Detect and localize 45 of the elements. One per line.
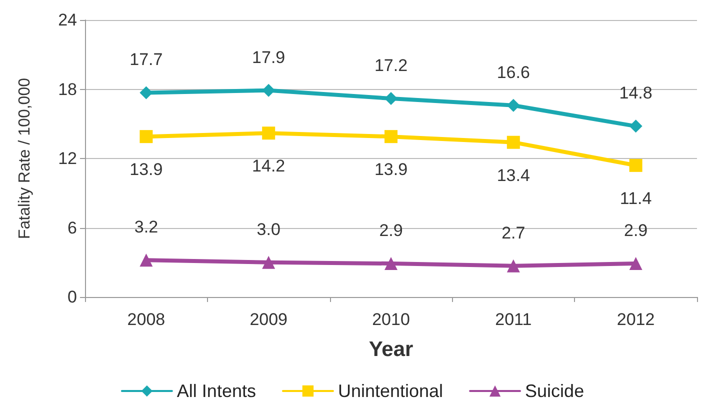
- data-label: 11.4: [620, 188, 652, 208]
- data-label: 17.7: [130, 50, 163, 70]
- point: [506, 136, 520, 149]
- data-label: 14.2: [252, 156, 286, 176]
- data-label: 3.0: [256, 220, 280, 239]
- y-axis-title: Fatality Rate / 100,000: [16, 78, 34, 239]
- point: [384, 92, 398, 105]
- legend-label: All Intents: [176, 381, 256, 401]
- point: [506, 98, 520, 112]
- y-tick-label: 6: [68, 218, 77, 238]
- data-label: 2.9: [624, 221, 648, 240]
- legend-label: Suicide: [525, 381, 584, 401]
- x-tick-label: 2008: [127, 310, 166, 329]
- x-tick-label: 2010: [372, 310, 410, 329]
- data-label: 2.9: [379, 221, 403, 240]
- point: [384, 257, 398, 270]
- y-tick-label: 18: [58, 80, 77, 99]
- data-label: 16.6: [496, 62, 530, 82]
- point: [384, 130, 398, 144]
- y-tick-label: 12: [58, 149, 77, 168]
- point: [262, 84, 276, 97]
- data-label: 2.7: [502, 223, 526, 242]
- x-tick-label: 2011: [495, 310, 532, 329]
- data-label: 13.9: [130, 160, 163, 180]
- y-tick-label: 24: [58, 10, 77, 30]
- x-tick-label: 2009: [250, 310, 288, 329]
- data-label: 14.8: [619, 84, 652, 103]
- y-tick-label: 0: [68, 288, 77, 306]
- point: [629, 257, 642, 270]
- point: [140, 130, 153, 144]
- data-label: 17.9: [252, 48, 286, 67]
- data-label: 13.4: [496, 166, 530, 185]
- point: [629, 158, 642, 172]
- x-axis-title: Year: [368, 338, 414, 361]
- point: [262, 256, 276, 269]
- point: [262, 126, 276, 140]
- legend-label: Unintentional: [338, 381, 444, 401]
- data-label: 17.2: [374, 56, 408, 75]
- data-label: 3.2: [134, 218, 158, 237]
- point: [506, 259, 520, 272]
- x-tick-label: 2012: [616, 310, 655, 329]
- data-label: 13.9: [374, 160, 408, 180]
- point: [140, 86, 153, 100]
- point: [629, 120, 642, 133]
- point: [140, 254, 153, 267]
